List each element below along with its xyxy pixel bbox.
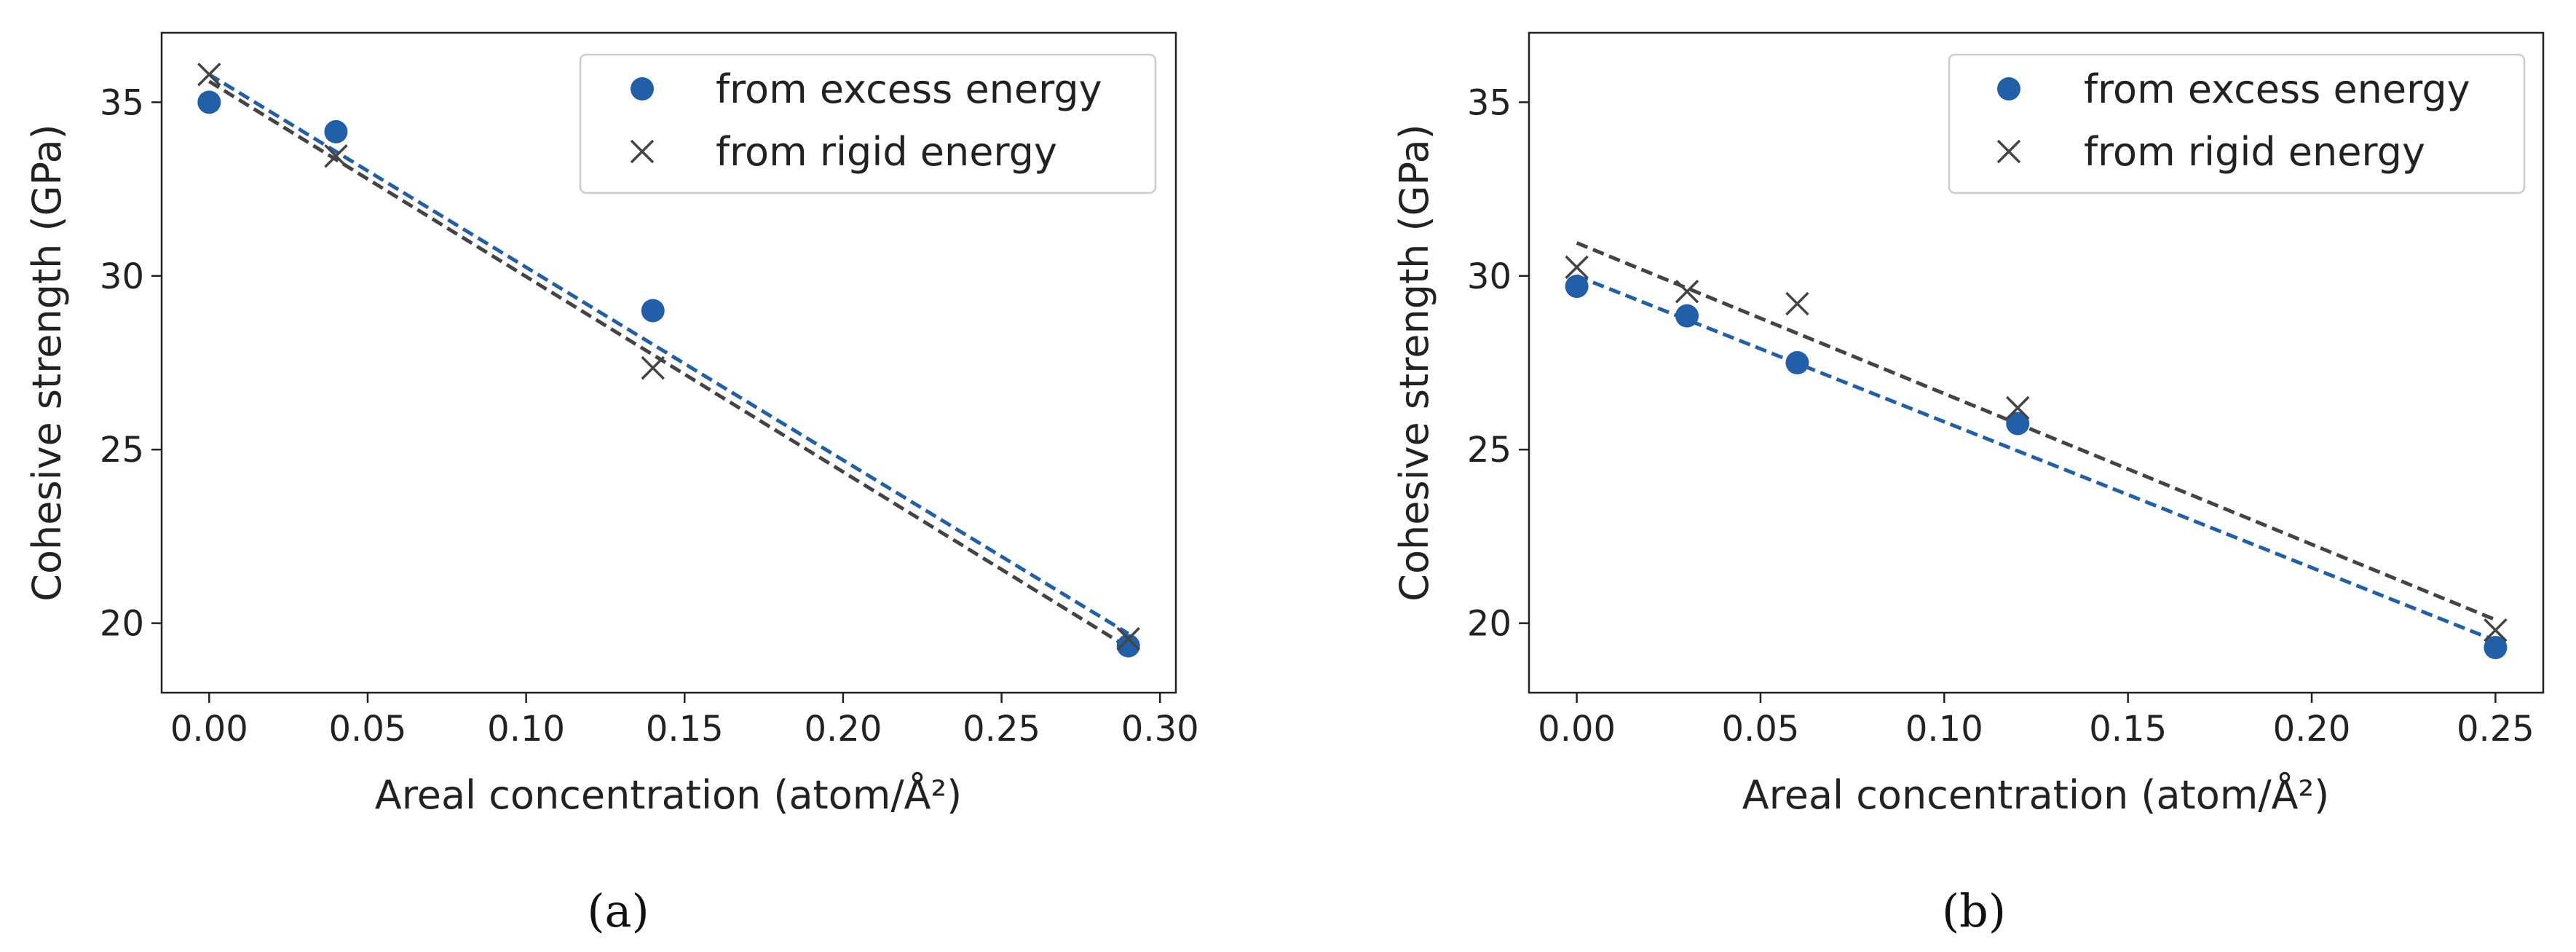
y-tick-label: 25 [100, 430, 144, 471]
subfigure-caption: (b) [1942, 884, 2006, 937]
excess-energy-point [1565, 275, 1589, 299]
y-tick-label: 25 [1467, 430, 1512, 471]
chart-panel-b: 0.00 0.05 0.10 0.15 0.20 0.25 20 25 30 35 Areal c… [1391, 31, 2545, 937]
y-tick-label: 35 [100, 82, 144, 123]
chart-panel-a: 0.00 0.05 0.10 0.15 0.20 0.25 0.30 20 25 30 35 Are… [24, 31, 1199, 937]
x-tick-label: 0.30 [1121, 709, 1199, 750]
excess-energy-point [324, 119, 348, 143]
plot-frame [1528, 31, 2545, 694]
subfigure-caption: (a) [587, 884, 649, 937]
x-tick-label: 0.10 [1905, 709, 1983, 750]
legend-marker-excess [631, 77, 654, 101]
x-tick-label: 0.00 [1538, 709, 1616, 750]
x-tick-label: 0.00 [170, 709, 248, 750]
rigid-energy-point [1785, 291, 1809, 316]
excess-energy-point [2484, 636, 2508, 660]
plot-frame [160, 31, 1177, 694]
excess-energy-point [1785, 351, 1809, 374]
legend-label-rigid: from rigid energy [716, 129, 1057, 175]
y-tick-label: 20 [1467, 604, 1512, 645]
excess-energy-point [1675, 304, 1699, 328]
legend-marker-rigid [1996, 139, 2021, 164]
data-marks [1565, 241, 2508, 660]
legend-box [579, 53, 1157, 194]
legend-label-rigid: from rigid energy [2084, 129, 2425, 175]
x-tick-label: 0.25 [963, 709, 1040, 750]
legend: from excess energy from rigid energy [1948, 53, 2526, 194]
y-tick-label: 20 [100, 604, 144, 645]
data-marks [197, 62, 1140, 658]
x-tick-label: 0.20 [2273, 709, 2351, 750]
legend-label-excess: from excess energy [2084, 66, 2470, 112]
axis-ticks: 0.00 0.05 0.10 0.15 0.20 0.25 0.30 20 25 30 35 [100, 82, 1199, 750]
x-tick-label: 0.15 [2089, 709, 2167, 750]
legend: from excess energy from rigid energy [579, 53, 1157, 194]
y-axis-label: Cohesive strength (GPa) [1391, 124, 1437, 602]
rigid-energy-point [2484, 618, 2508, 642]
fit-line-rigid [1576, 241, 2497, 622]
legend-marker-rigid [630, 139, 655, 164]
x-tick-label: 0.25 [2457, 709, 2534, 750]
y-tick-label: 30 [1467, 256, 1512, 297]
x-tick-label: 0.15 [646, 709, 724, 750]
y-tick-label: 35 [1467, 82, 1512, 123]
excess-energy-point [641, 299, 665, 323]
fit-line-excess [1576, 274, 2497, 642]
x-axis-label: Areal concentration (atom/Å²) [1742, 771, 2329, 818]
x-tick-label: 0.10 [487, 709, 565, 750]
y-axis-label: Cohesive strength (GPa) [24, 124, 70, 602]
rigid-energy-point [197, 62, 221, 87]
excess-energy-point [1116, 634, 1140, 658]
rigid-energy-point [1116, 626, 1140, 651]
legend-box [1948, 53, 2526, 194]
y-tick-label: 30 [100, 256, 144, 297]
excess-energy-point [2006, 412, 2030, 436]
rigid-energy-point [2006, 396, 2030, 420]
fit-line-rigid [208, 79, 1130, 650]
x-axis-label: Areal concentration (atom/Å²) [375, 771, 962, 818]
rigid-energy-point [1675, 280, 1699, 304]
rigid-energy-point [324, 144, 348, 168]
x-tick-label: 0.05 [1722, 709, 1800, 750]
x-tick-label: 0.05 [329, 709, 407, 750]
axis-ticks: 0.00 0.05 0.10 0.15 0.20 0.25 20 25 30 35 [1467, 82, 2534, 750]
legend-label-excess: from excess energy [716, 66, 1102, 112]
legend-marker-excess [1997, 77, 2020, 101]
rigid-energy-point [1565, 255, 1589, 280]
rigid-energy-point [641, 355, 665, 380]
excess-energy-point [197, 90, 221, 114]
fit-line-excess [208, 73, 1130, 636]
x-tick-label: 0.20 [804, 709, 882, 750]
